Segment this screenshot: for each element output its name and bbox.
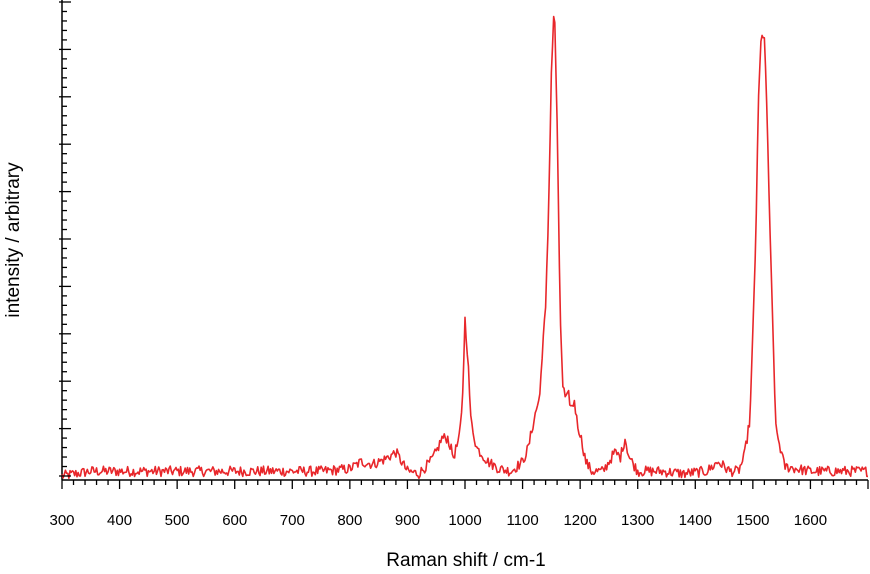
x-tick-label: 300 [49, 512, 74, 529]
x-tick-label: 1300 [621, 512, 654, 529]
x-tick-label: 1600 [794, 512, 827, 529]
x-tick-label: 700 [280, 512, 305, 529]
series-layer [61, 15, 869, 480]
x-tick-label: 1500 [736, 512, 769, 529]
x-tick-label: 1400 [679, 512, 712, 529]
y-axis-title: intensity / arbitrary [3, 162, 24, 318]
x-tick-label: 800 [337, 512, 362, 529]
ticks-layer: 300 400 500 600 700 800 900 1000 1100 1200 1300 140… [49, 1, 869, 529]
chart-axes [61, 0, 868, 481]
x-tick-label: 900 [395, 512, 420, 529]
spectrum-line [61, 15, 869, 480]
x-tick-label: 400 [107, 512, 132, 529]
x-axis-title: Raman shift / cm-1 [386, 550, 545, 571]
x-tick-label: 600 [222, 512, 247, 529]
x-tick-label: 500 [165, 512, 190, 529]
x-tick-label: 1200 [563, 512, 596, 529]
x-tick-label: 1100 [506, 512, 538, 529]
x-tick-label: 1000 [448, 512, 481, 529]
